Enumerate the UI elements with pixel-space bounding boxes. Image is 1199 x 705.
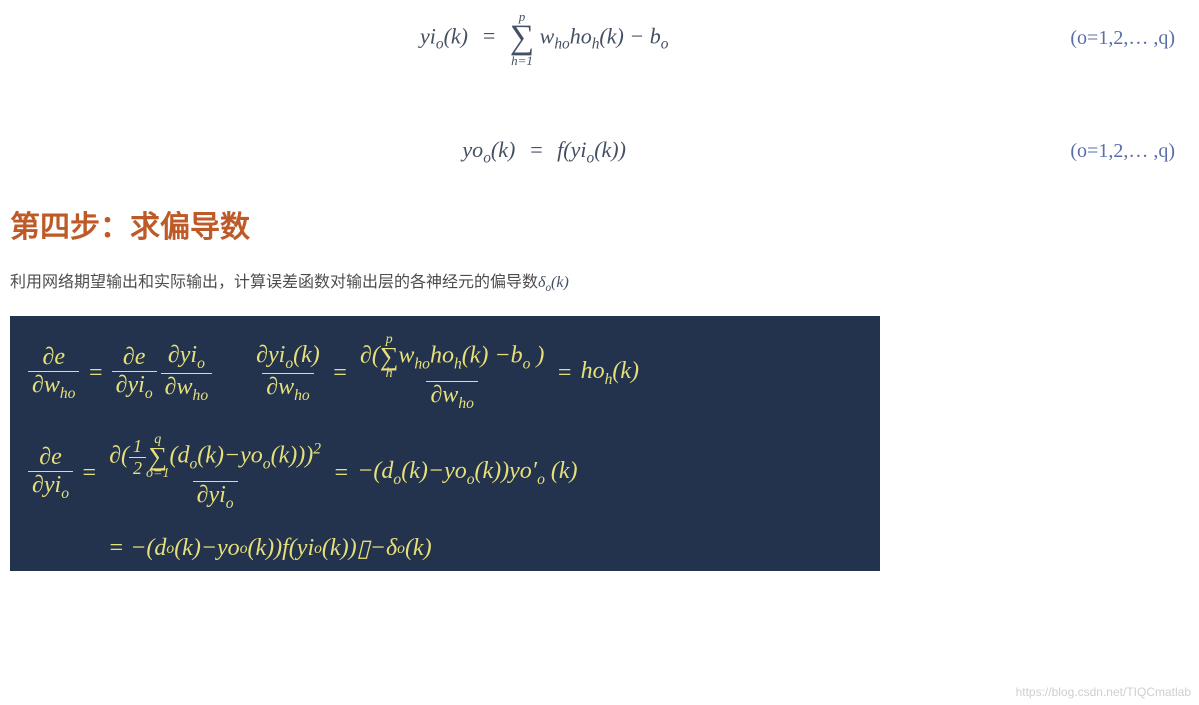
eq1-ho: ho	[570, 23, 592, 48]
eq1-lhs: yi	[420, 23, 436, 48]
equals-sign: =	[73, 460, 105, 487]
minus-sign: −	[629, 23, 649, 48]
eq2-lhs-arg: (k)	[491, 137, 515, 162]
row2-rhs: −(do(k)−yoo(k))yo′o (k)	[357, 458, 577, 489]
equation-1-content: yio(k) = p ∑ h=1 whohoh(k) − bo	[18, 10, 1070, 67]
equation-2: yoo(k) = f(yio(k)) (o=1,2,… ,q)	[10, 137, 1189, 167]
frac-sum-squared: ∂(12q∑o=1(do(k)−yoo(k)))2 ∂yio	[105, 434, 325, 512]
frac-de-dyio-2: ∂e ∂yio	[28, 445, 73, 502]
row1-rhs: hoh(k)	[581, 358, 639, 389]
section-heading: 第四步：求偏导数	[10, 202, 1189, 246]
sum-lower: h=1	[511, 54, 533, 67]
equals-sign: =	[474, 23, 505, 48]
frac-dyiok-dwho: ∂yio(k) ∂who	[252, 343, 324, 404]
derivation-row-1: ∂e ∂who = ∂e ∂yio ∂yio ∂who ∂yio(k) ∂who…	[28, 334, 862, 412]
eq1-lhs-sub: o	[436, 36, 444, 53]
frac-expanded: ∂(p∑hwhohoh(k) −bo ) ∂who	[356, 334, 548, 412]
equation-1-tag: (o=1,2,… ,q)	[1070, 27, 1181, 50]
delta-arg: (k)	[551, 274, 569, 291]
eq2-inner: yi	[571, 137, 587, 162]
derivation-box: ∂e ∂who = ∂e ∂yio ∂yio ∂who ∂yio(k) ∂who…	[10, 316, 880, 571]
equals-sign: =	[324, 360, 356, 387]
eq1-w: w	[540, 23, 555, 48]
eq1-b: b	[650, 23, 661, 48]
half-frac: 12	[129, 437, 146, 478]
equation-1: yio(k) = p ∑ h=1 whohoh(k) − bo (o=1,2,……	[10, 10, 1189, 67]
frac-de-dwho: ∂e ∂who	[28, 345, 79, 402]
equals-sign: =	[79, 360, 111, 387]
derivation-row-3: = −(do(k)−yoo(k)) f(yio(k))▯ −δo(k)	[28, 534, 862, 563]
summation: p∑h	[380, 334, 399, 380]
vertical-spacer	[10, 67, 1189, 137]
frac-dyio-dwho: ∂yio ∂who	[161, 343, 212, 404]
body-paragraph: 利用网络期望输出和实际输出，计算误差函数对输出层的各神经元的偏导数δo(k)	[10, 268, 1189, 294]
eq1-b-sub: o	[661, 36, 669, 53]
eq2-lhs: yo	[462, 137, 483, 162]
num: ∂e	[38, 345, 69, 371]
eq2-lhs-sub: o	[483, 149, 491, 166]
missing-glyph-box: ▯	[357, 534, 370, 563]
equation-2-tag: (o=1,2,… ,q)	[1070, 140, 1181, 163]
summation: q∑o=1	[146, 434, 169, 480]
equals-sign: =	[521, 137, 552, 162]
eq1-lhs-arg: (k)	[444, 23, 468, 48]
summation: p ∑ h=1	[510, 10, 534, 67]
equals-sign: =	[548, 360, 580, 387]
eq2-f: f	[557, 137, 563, 162]
eq1-arg: (k)	[599, 23, 623, 48]
eq1-w-sub: ho	[554, 36, 569, 53]
eq2-inner-arg: (k)	[594, 137, 618, 162]
frac-de-dyio: ∂e ∂yio	[112, 345, 157, 402]
equals-sign: =	[325, 460, 357, 487]
derivation-row-2: ∂e ∂yio = ∂(12q∑o=1(do(k)−yoo(k)))2 ∂yio…	[28, 434, 862, 512]
paragraph-text: 利用网络期望输出和实际输出，计算误差函数对输出层的各神经元的偏导数	[10, 274, 538, 291]
watermark-text: https://blog.csdn.net/TIQCmatlab	[1016, 685, 1191, 699]
den: ∂who	[28, 371, 79, 402]
sum-sigma: ∑	[510, 23, 534, 54]
equation-2-content: yoo(k) = f(yio(k))	[18, 137, 1070, 167]
row3-eq: = −(	[108, 535, 154, 562]
